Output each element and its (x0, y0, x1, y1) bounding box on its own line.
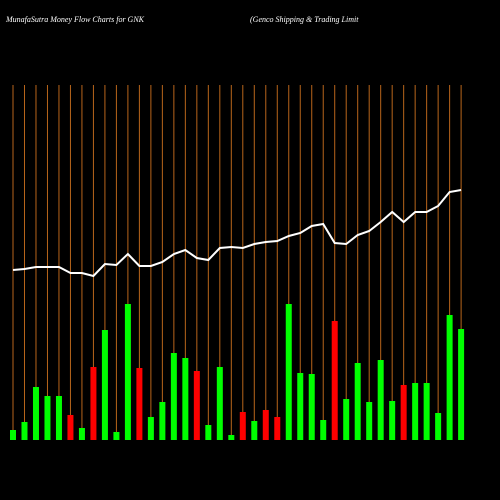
bar (308, 374, 315, 440)
bar (32, 387, 39, 440)
chart-subtitle: (Genco Shipping & Trading Limit (250, 15, 359, 24)
bar (55, 396, 62, 440)
bar (458, 329, 465, 440)
bar (193, 371, 200, 440)
bar (251, 421, 258, 440)
bar (239, 412, 246, 440)
bar (262, 410, 269, 440)
bar (446, 315, 453, 440)
bar (136, 368, 143, 440)
bar (147, 417, 154, 440)
bar (354, 363, 361, 440)
bar (412, 383, 419, 440)
bar (182, 358, 189, 440)
bar (228, 435, 235, 440)
bar (297, 373, 304, 440)
bar (285, 304, 292, 440)
bar (274, 417, 281, 440)
bar (124, 304, 131, 440)
money-flow-line (12, 189, 462, 278)
bar (423, 383, 430, 440)
bar (78, 428, 85, 440)
chart-title: MunafaSutra Money Flow Charts for GNK (5, 15, 145, 24)
bar (101, 330, 108, 440)
bar (205, 425, 212, 440)
bar (366, 402, 373, 440)
bar (377, 360, 384, 440)
bar (159, 402, 166, 440)
bar (170, 353, 177, 440)
bar (44, 396, 51, 440)
bar (331, 321, 338, 440)
bar (320, 420, 327, 440)
bar (216, 367, 223, 440)
bar (67, 415, 74, 440)
bar (435, 413, 442, 440)
bar (90, 367, 97, 440)
bar (113, 432, 120, 440)
bar (389, 401, 396, 440)
bar (10, 430, 16, 440)
bar (400, 385, 407, 440)
bar (343, 399, 350, 440)
bar (21, 422, 28, 440)
